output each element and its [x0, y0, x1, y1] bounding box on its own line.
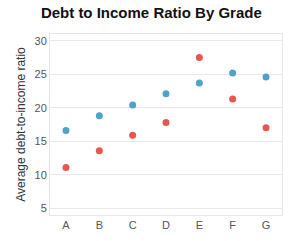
svg-text:G: G	[262, 219, 271, 231]
svg-text:B: B	[96, 219, 103, 231]
svg-text:30: 30	[35, 35, 47, 47]
svg-text:5: 5	[41, 202, 47, 214]
svg-text:E: E	[196, 219, 203, 231]
svg-text:F: F	[229, 219, 236, 231]
svg-text:A: A	[62, 219, 70, 231]
svg-text:Average debt-to-income ratio: Average debt-to-income ratio	[14, 47, 28, 202]
svg-text:Debt to Income Ratio By Grade: Debt to Income Ratio By Grade	[41, 4, 262, 21]
svg-text:D: D	[162, 219, 170, 231]
svg-text:25: 25	[35, 68, 47, 80]
svg-text:20: 20	[35, 102, 47, 114]
svg-text:10: 10	[35, 169, 47, 181]
svg-text:15: 15	[35, 135, 47, 147]
svg-text:C: C	[129, 219, 137, 231]
